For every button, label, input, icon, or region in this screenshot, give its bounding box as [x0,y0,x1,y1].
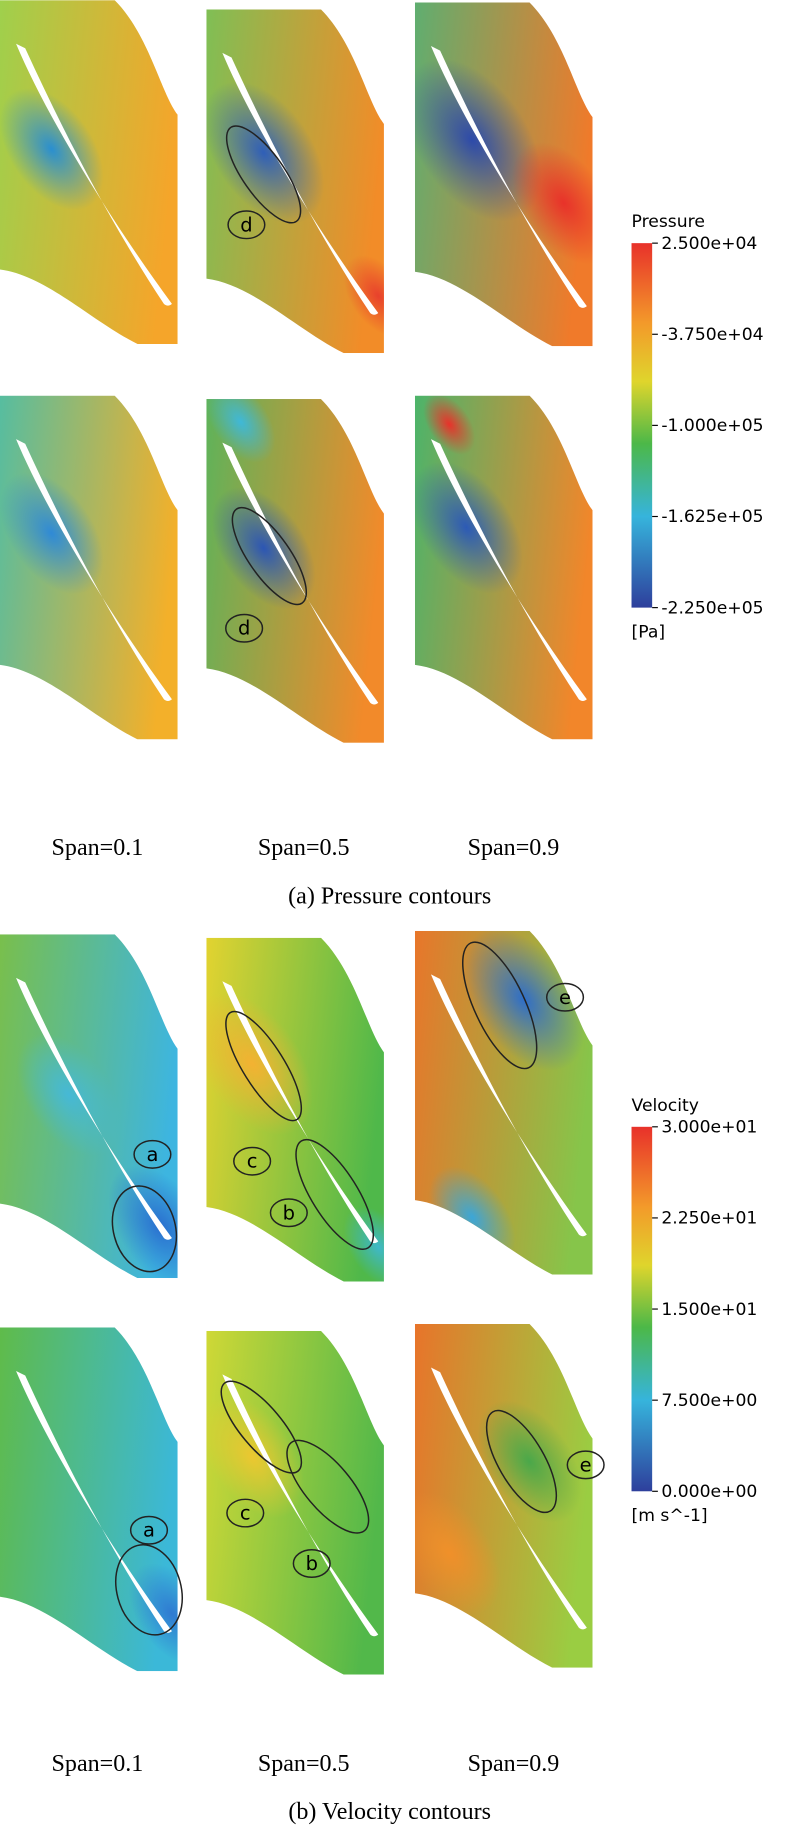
legend-unit: [Pa] [632,622,666,642]
annotation-ellipse [115,1544,183,1636]
blade [222,442,379,705]
contour-panel [414,2,593,347]
colorbar-label: -1.625e+05 [661,507,763,527]
blade [430,439,587,702]
annotation-label: c [240,1502,251,1525]
legend-title: Velocity [632,1096,699,1116]
contour-panel [206,9,384,354]
blade [222,52,379,315]
annotation-ellipse [225,1010,303,1122]
annotation-label: e [559,986,571,1009]
span-label: Span=0.5 [258,1751,350,1777]
blade [430,974,587,1237]
annotation-ellipse [295,1138,375,1251]
annotation-label: d [240,213,252,236]
blade [430,1367,587,1630]
span-label: Span=0.9 [468,835,560,861]
annotation-ellipse [286,1439,370,1534]
blade [16,43,172,306]
blade [430,46,587,308]
annotation-badge [269,1198,308,1228]
span-label: Span=0.1 [52,1751,144,1777]
span-label: Span=0.1 [52,835,144,861]
contour-panel [206,937,384,1282]
colorbar-label: 3.000e+01 [661,1118,757,1138]
annotation-badge [545,982,585,1012]
annotation-label: b [283,1201,295,1224]
annotation-badge [227,210,266,240]
annotation-badge [233,1146,272,1176]
annotation-badge [226,1498,265,1528]
annotation-ellipse [111,1185,178,1273]
contour-panel [0,395,178,740]
caption: (a) Pressure contours [288,883,491,909]
annotation-label: a [146,1143,158,1166]
contour-panel [0,0,178,345]
annotation-label: b [306,1552,318,1575]
span-label: Span=0.9 [468,1751,560,1777]
colorbar [631,1126,653,1492]
annotation-ellipse [461,941,538,1070]
annotation-ellipse [220,1380,303,1474]
annotation-badge [292,1548,331,1578]
blade [16,439,172,702]
annotation-badge [133,1139,172,1169]
annotation-ellipse [485,1409,558,1514]
annotation-label: c [247,1150,258,1173]
contour-panel [414,395,593,740]
caption: (b) Velocity contours [288,1799,491,1825]
contour-panel [414,1323,593,1668]
annotation-ellipse [231,506,308,606]
colorbar-label: 2.250e+01 [661,1209,757,1229]
blade [222,1374,379,1637]
colorbar-label: -1.000e+05 [661,416,763,436]
span-label: Span=0.5 [258,835,350,861]
annotation-label: d [238,617,250,640]
annotation-badge [129,1515,169,1545]
annotation-ellipse [225,125,302,224]
annotation-badge [566,1450,605,1480]
legend-title: Pressure [632,212,705,232]
contour-panel [0,1327,178,1672]
annotation-badge [225,613,264,643]
legend-unit: [m s^-1] [632,1506,708,1526]
colorbar [631,243,653,608]
contour-panel [0,934,178,1279]
blade [16,1370,172,1633]
annotation-label: e [580,1453,592,1476]
colorbar-label: 7.500e+00 [661,1391,757,1411]
blade [16,977,172,1240]
annotation-label: a [143,1519,155,1542]
colorbar-label: 0.000e+00 [661,1482,757,1502]
blade [222,981,379,1244]
contour-panel [206,399,384,743]
colorbar-label: 2.500e+04 [661,234,757,254]
colorbar-label: -2.250e+05 [661,598,763,618]
colorbar-label: 1.500e+01 [661,1300,757,1320]
colorbar-label: -3.750e+04 [661,325,763,345]
contour-panel [414,930,593,1275]
contour-panel [206,1330,384,1675]
